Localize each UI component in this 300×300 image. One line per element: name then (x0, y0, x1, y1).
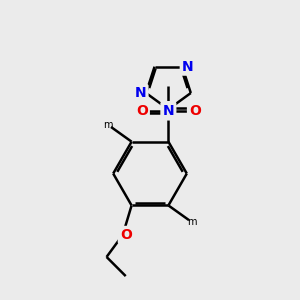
Text: N: N (135, 86, 146, 100)
Text: N: N (163, 104, 174, 118)
Text: O: O (136, 104, 148, 118)
Text: O: O (189, 104, 201, 118)
Text: m: m (187, 217, 197, 226)
Text: O: O (120, 228, 132, 242)
Text: m: m (103, 121, 113, 130)
Text: N: N (182, 60, 194, 74)
Text: S: S (163, 103, 174, 118)
